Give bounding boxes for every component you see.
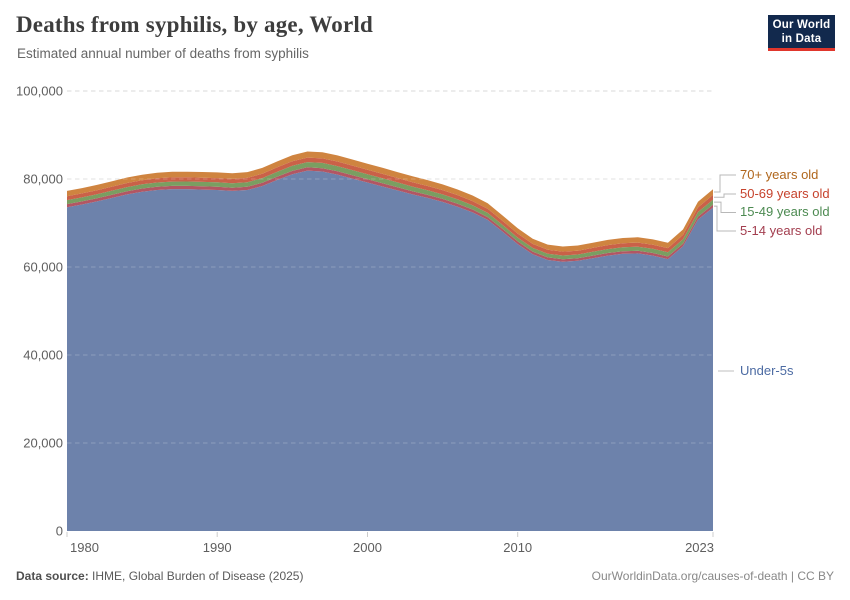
data-source-text: IHME, Global Burden of Disease (2025) <box>88 569 304 583</box>
owid-logo[interactable]: Our World in Data <box>768 15 835 51</box>
legend-item-15-49-years-old[interactable]: 15-49 years old <box>740 204 830 219</box>
legend-connector-70-years-old <box>714 174 736 193</box>
page-title: Deaths from syphilis, by age, World <box>16 12 373 37</box>
credit-line: OurWorldinData.org/causes-of-death | CC … <box>592 569 834 583</box>
area-50-69-years-old[interactable] <box>67 157 713 256</box>
area-70-years-old[interactable] <box>67 151 713 252</box>
owid-logo-line1: Our World <box>772 18 831 31</box>
legend-item-70-years-old[interactable]: 70+ years old <box>740 166 819 182</box>
x-axis-label-1980: 1980 <box>70 540 99 555</box>
legend-item-5-14-years-old[interactable]: 5-14 years old <box>740 222 823 238</box>
chart-subtitle: Estimated annual number of deaths from s… <box>17 46 309 61</box>
data-source-label: Data source: <box>16 569 89 583</box>
y-axis-label-0: 0 <box>56 524 63 539</box>
area-15-49-years-old[interactable] <box>67 162 713 260</box>
legend-item-50-69-years-old[interactable]: 50-69 years old <box>740 185 830 201</box>
legend-connector-15-49-years-old <box>714 201 736 213</box>
x-axis-label-1990: 1990 <box>203 540 232 555</box>
legend-item-under-5s[interactable]: Under-5s <box>740 362 794 378</box>
y-axis-label-20000: 20,000 <box>23 436 63 451</box>
x-axis-label-2023: 2023 <box>685 540 714 555</box>
owid-logo-line2: in Data <box>781 32 822 45</box>
credit-link[interactable]: OurWorldinData.org/causes-of-death <box>591 569 788 583</box>
x-axis-label-2000: 2000 <box>353 540 382 555</box>
y-axis-label-100000: 100,000 <box>16 84 63 99</box>
credit-license: | CC BY <box>787 569 834 583</box>
y-axis-label-60000: 60,000 <box>23 260 63 275</box>
legend-connector-50-69-years-old <box>714 193 736 198</box>
x-axis-label-2010: 2010 <box>503 540 532 555</box>
legend-connector-5-14-years-old <box>714 205 736 232</box>
y-axis-label-40000: 40,000 <box>23 348 63 363</box>
data-source: Data source: IHME, Global Burden of Dise… <box>16 569 303 583</box>
area-5-14-years-old[interactable] <box>67 167 713 262</box>
area-under-5s[interactable] <box>67 170 713 531</box>
y-axis-label-80000: 80,000 <box>23 172 63 187</box>
chart-footer: Data source: IHME, Global Burden of Dise… <box>16 569 834 583</box>
